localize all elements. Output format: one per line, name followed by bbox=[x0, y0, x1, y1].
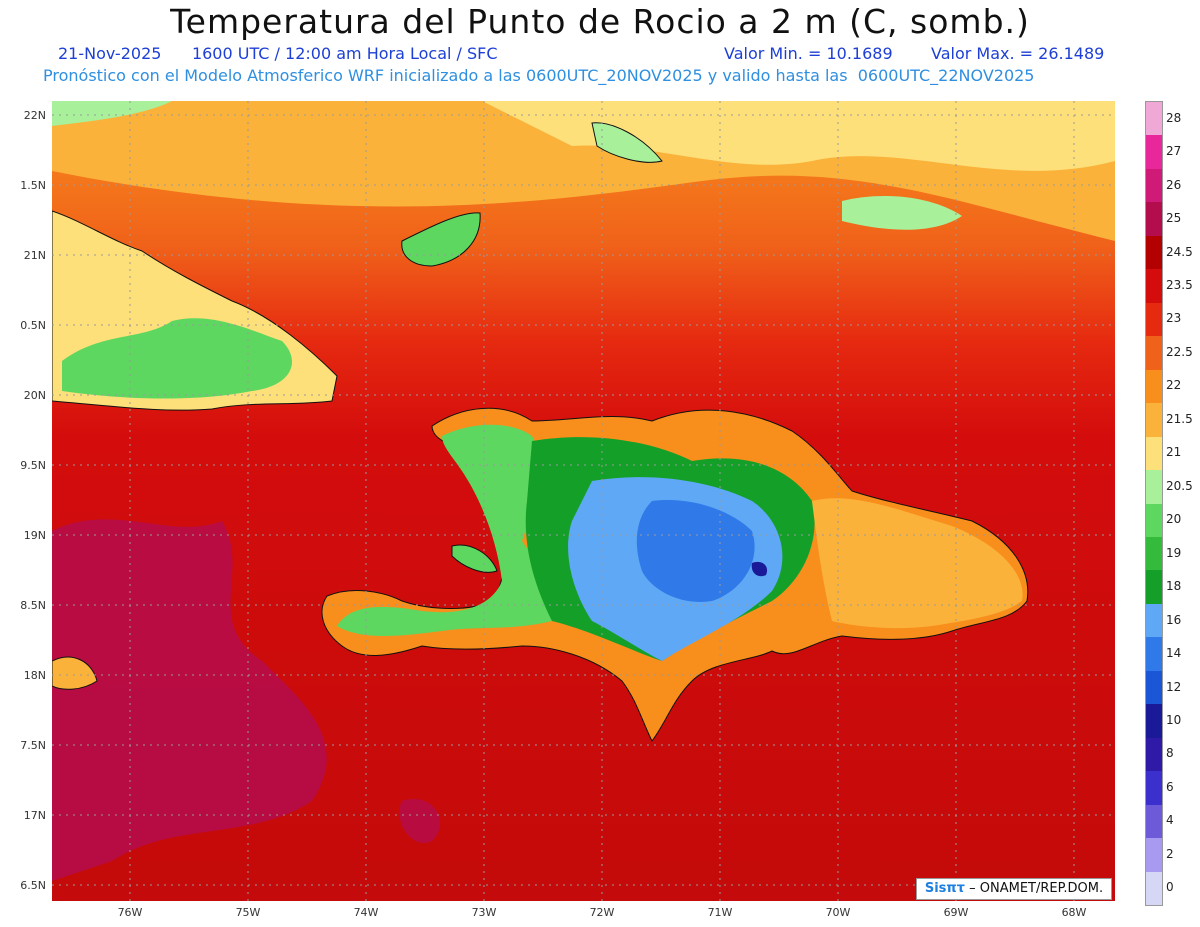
lat-label: 22N bbox=[23, 109, 46, 122]
lat-label: 17N bbox=[23, 809, 46, 822]
lon-label: 73W bbox=[471, 906, 497, 919]
south-moist-spot bbox=[399, 799, 441, 843]
color-scale-segment bbox=[1146, 102, 1162, 136]
lon-label: 71W bbox=[707, 906, 733, 919]
color-scale-label: 18 bbox=[1166, 579, 1182, 594]
color-scale-segment bbox=[1146, 771, 1162, 806]
color-scale-label: 21 bbox=[1166, 445, 1182, 460]
color-scale-label: 0 bbox=[1166, 880, 1174, 895]
color-scale-segment bbox=[1146, 470, 1162, 504]
lon-label: 68W bbox=[1061, 906, 1087, 919]
lon-label: 75W bbox=[235, 906, 261, 919]
lat-label: 18N bbox=[23, 669, 46, 682]
color-scale-segment bbox=[1146, 570, 1162, 605]
lat-label: 20N bbox=[23, 389, 46, 402]
color-scale-label: 23.5 bbox=[1166, 278, 1193, 293]
jamaica-west bbox=[52, 656, 98, 690]
color-scale-segment bbox=[1146, 737, 1162, 772]
color-scale-label: 20 bbox=[1166, 512, 1182, 527]
lat-label: 0.5N bbox=[20, 319, 46, 332]
ne-green-patch bbox=[842, 196, 962, 230]
forecast-time: 1600 UTC / 12:00 am Hora Local / SFC bbox=[191, 44, 498, 63]
color-scale-label: 19 bbox=[1166, 545, 1182, 560]
color-scale-segment bbox=[1146, 235, 1162, 270]
haiti-green bbox=[337, 424, 559, 636]
color-scale-segment bbox=[1146, 871, 1162, 906]
color-scale-segment bbox=[1146, 503, 1162, 538]
credit-box: Sisπτ – ONAMET/REP.DOM. bbox=[916, 878, 1112, 900]
color-scale-segment bbox=[1146, 336, 1162, 371]
color-scale-segment bbox=[1146, 302, 1162, 337]
color-scale-segment bbox=[1146, 838, 1162, 873]
color-scale-label: 20.5 bbox=[1166, 478, 1193, 493]
lon-label: 69W bbox=[943, 906, 969, 919]
color-scale-label: 21.5 bbox=[1166, 411, 1193, 426]
color-scale-bar bbox=[1145, 101, 1163, 906]
cuba-green bbox=[62, 318, 292, 399]
color-scale-segment bbox=[1146, 369, 1162, 404]
color-scale-label: 14 bbox=[1166, 646, 1182, 661]
lon-label: 76W bbox=[117, 906, 143, 919]
central-blue-mid bbox=[636, 500, 755, 602]
value-max: Valor Max. = 26.1489 bbox=[931, 44, 1105, 63]
north-green-patch bbox=[52, 101, 172, 126]
color-scale-label: 2 bbox=[1166, 846, 1174, 861]
color-scale-segment bbox=[1146, 670, 1162, 705]
sispt-logo: Sisπτ bbox=[924, 881, 965, 896]
caicos-island bbox=[591, 122, 663, 163]
color-scale-segment bbox=[1146, 637, 1162, 672]
central-low-core bbox=[751, 561, 768, 577]
color-scale-segment bbox=[1146, 804, 1162, 839]
color-scale-segment bbox=[1146, 202, 1162, 237]
lat-label: 1.5N bbox=[20, 179, 46, 192]
subtitle-line: 21-Nov-2025 1600 UTC / 12:00 am Hora Loc… bbox=[58, 44, 1104, 63]
model-info-line: Pronóstico con el Modelo Atmosferico WRF… bbox=[43, 66, 1035, 85]
inagua-island bbox=[401, 212, 481, 267]
color-scale-segment bbox=[1146, 603, 1162, 638]
color-scale-label: 16 bbox=[1166, 612, 1182, 627]
chart-title: Temperatura del Punto de Rocio a 2 m (C,… bbox=[170, 2, 1030, 41]
color-scale-segment bbox=[1146, 168, 1162, 203]
east-orange bbox=[812, 498, 1023, 629]
color-scale-label: 10 bbox=[1166, 712, 1182, 727]
color-scale-label: 23 bbox=[1166, 311, 1182, 326]
north-band-light bbox=[482, 101, 1115, 171]
color-scale-label: 8 bbox=[1166, 746, 1174, 761]
color-scale-label: 27 bbox=[1166, 144, 1182, 159]
color-scale-label: 24.5 bbox=[1166, 244, 1193, 259]
lat-label: 9.5N bbox=[20, 459, 46, 472]
lat-label: 8.5N bbox=[20, 599, 46, 612]
lat-lon-grid bbox=[52, 101, 1115, 901]
lon-label: 72W bbox=[589, 906, 615, 919]
color-scale-label: 6 bbox=[1166, 779, 1174, 794]
color-scale-segment bbox=[1146, 269, 1162, 304]
color-scale-label: 22 bbox=[1166, 378, 1182, 393]
color-scale-label: 26 bbox=[1166, 177, 1182, 192]
lat-label: 19N bbox=[23, 529, 46, 542]
color-scale-segment bbox=[1146, 536, 1162, 571]
dewpoint-map bbox=[52, 101, 1115, 901]
lon-label: 74W bbox=[353, 906, 379, 919]
southwest-moist-area bbox=[52, 519, 327, 881]
color-scale-label: 4 bbox=[1166, 813, 1174, 828]
color-scale-segment bbox=[1146, 704, 1162, 739]
color-scale-label: 28 bbox=[1166, 110, 1182, 125]
color-scale-segment bbox=[1146, 403, 1162, 438]
color-scale-label: 22.5 bbox=[1166, 344, 1193, 359]
color-scale-label: 25 bbox=[1166, 211, 1182, 226]
color-scale-segment bbox=[1146, 135, 1162, 170]
lat-label: 6.5N bbox=[20, 879, 46, 892]
lat-label: 21N bbox=[23, 249, 46, 262]
lon-label: 70W bbox=[825, 906, 851, 919]
ile-a-vache bbox=[451, 544, 498, 573]
color-scale-segment bbox=[1146, 436, 1162, 471]
value-min: Valor Min. = 10.1689 bbox=[724, 44, 893, 63]
color-scale-label: 12 bbox=[1166, 679, 1182, 694]
credit-text: – ONAMET/REP.DOM. bbox=[964, 881, 1104, 896]
lat-label: 7.5N bbox=[20, 739, 46, 752]
forecast-date: 21-Nov-2025 bbox=[58, 44, 162, 63]
